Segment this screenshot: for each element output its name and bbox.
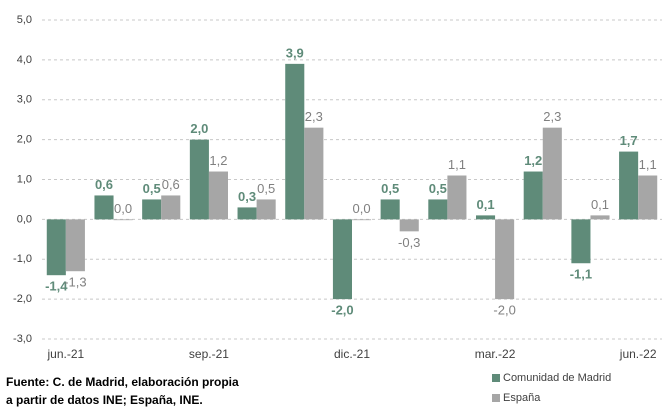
value-label: 0,6 — [95, 177, 113, 192]
value-label: 0,5 — [257, 181, 275, 196]
value-label: 0,5 — [429, 181, 447, 196]
y-tick-label: 4,0 — [17, 54, 32, 66]
y-tick-label: 3,0 — [17, 94, 32, 106]
bar — [113, 219, 133, 221]
bar — [380, 199, 400, 220]
source-line: Fuente: C. de Madrid, elaboración propia — [6, 375, 239, 389]
value-label: 0,3 — [238, 189, 256, 204]
bar — [65, 219, 85, 272]
bar — [352, 219, 372, 221]
y-tick-label: -3,0 — [13, 333, 32, 345]
bar — [619, 151, 639, 220]
x-tick-label: jun.-21 — [46, 347, 84, 361]
bar — [428, 199, 448, 220]
value-label: 0,0 — [352, 201, 370, 216]
value-label: -2,0 — [493, 303, 515, 318]
bar — [285, 63, 305, 220]
y-tick-label: 1,0 — [17, 173, 32, 185]
source-line: a partir de datos INE; España, INE. — [6, 393, 203, 407]
y-tick-label: 5,0 — [17, 14, 32, 26]
value-label: 0,1 — [476, 197, 494, 212]
bar — [94, 195, 114, 220]
value-label: 1,7 — [620, 133, 638, 148]
value-label: 2,0 — [190, 121, 208, 136]
value-label: -1,3 — [64, 275, 86, 290]
value-label: -2,0 — [331, 303, 353, 318]
bar — [542, 127, 562, 220]
x-tick-label: jun.-22 — [619, 347, 657, 361]
bar — [142, 199, 162, 220]
bar — [237, 207, 257, 220]
bar — [447, 175, 467, 220]
y-tick-label: 0,0 — [17, 213, 32, 225]
value-label: -1,1 — [570, 267, 592, 282]
value-label: 0,0 — [114, 201, 132, 216]
value-label: 2,3 — [543, 109, 561, 124]
value-label: 1,1 — [639, 157, 657, 172]
value-label: 1,2 — [524, 153, 542, 168]
y-tick-label: 2,0 — [17, 134, 32, 146]
bar — [161, 195, 181, 220]
bar — [304, 127, 324, 220]
value-label: 1,2 — [209, 153, 227, 168]
bar — [189, 139, 209, 220]
y-tick-label: -2,0 — [13, 293, 32, 305]
bar — [523, 171, 543, 220]
value-label: -1,4 — [45, 279, 68, 294]
bar — [571, 219, 591, 264]
value-label: 0,5 — [143, 181, 161, 196]
x-tick-label: dic.-21 — [334, 347, 370, 361]
bar — [590, 215, 610, 220]
x-tick-label: sep.-21 — [189, 347, 229, 361]
legend-swatch — [492, 374, 500, 382]
bar — [399, 219, 419, 232]
value-label: 0,6 — [162, 177, 180, 192]
bar — [476, 215, 496, 220]
bar — [256, 199, 276, 220]
value-label: 2,3 — [305, 109, 323, 124]
legend-label: España — [503, 392, 541, 404]
bar — [495, 219, 515, 300]
bar — [46, 219, 66, 276]
value-label: 3,9 — [286, 45, 304, 60]
value-label: 0,1 — [591, 197, 609, 212]
bar — [638, 175, 658, 220]
value-label: 1,1 — [448, 157, 466, 172]
y-tick-label: -1,0 — [13, 253, 32, 265]
value-label: -0,3 — [398, 235, 420, 250]
value-label: 0,5 — [381, 181, 399, 196]
legend-label: Comunidad de Madrid — [503, 372, 611, 384]
bar — [332, 219, 352, 300]
x-tick-label: mar.-22 — [475, 347, 516, 361]
legend-swatch — [492, 394, 500, 402]
bar — [208, 171, 228, 220]
